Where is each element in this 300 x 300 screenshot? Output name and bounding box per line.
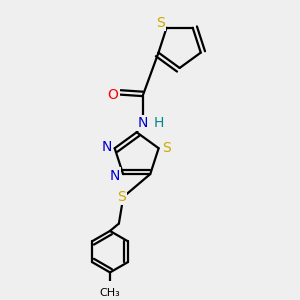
Text: S: S xyxy=(156,16,165,30)
Text: N: N xyxy=(137,116,148,130)
Text: H: H xyxy=(154,116,164,130)
Text: O: O xyxy=(107,88,118,102)
Text: CH₃: CH₃ xyxy=(100,288,120,298)
Text: S: S xyxy=(118,190,126,204)
Text: S: S xyxy=(162,141,170,155)
Text: N: N xyxy=(110,169,120,183)
Text: N: N xyxy=(101,140,112,154)
